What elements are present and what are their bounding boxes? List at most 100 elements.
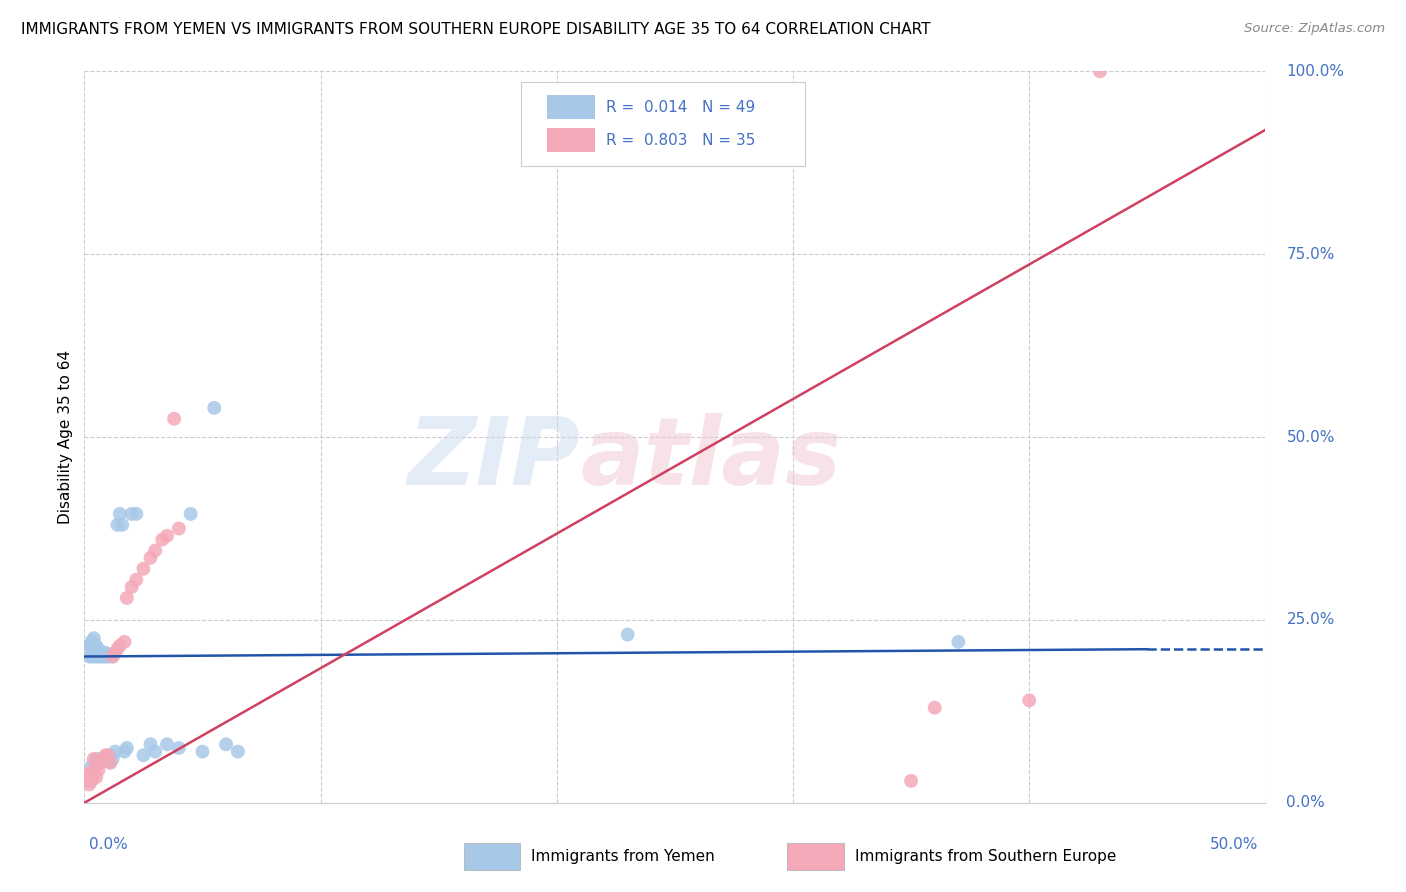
- Point: [125, 507, 148, 521]
- Text: 100.0%: 100.0%: [1286, 64, 1344, 78]
- Point: [226, 745, 249, 759]
- Point: [115, 740, 138, 755]
- Point: [104, 646, 127, 660]
- Point: [139, 550, 162, 565]
- Point: [924, 700, 946, 714]
- Point: [90, 649, 112, 664]
- Point: [80, 773, 103, 788]
- Point: [83, 752, 105, 766]
- Point: [108, 639, 131, 653]
- Point: [83, 632, 105, 646]
- Point: [150, 533, 173, 547]
- Point: [191, 745, 214, 759]
- Point: [143, 745, 166, 759]
- Point: [121, 580, 143, 594]
- Point: [91, 646, 114, 660]
- Point: [94, 748, 117, 763]
- Point: [139, 737, 162, 751]
- Point: [84, 759, 107, 773]
- Point: [80, 766, 103, 780]
- Point: [94, 646, 117, 660]
- Point: [87, 763, 110, 777]
- Point: [108, 507, 131, 521]
- Text: 75.0%: 75.0%: [1286, 247, 1334, 261]
- Y-axis label: Disability Age 35 to 64: Disability Age 35 to 64: [58, 350, 73, 524]
- Point: [163, 412, 186, 426]
- Point: [80, 635, 103, 649]
- Point: [900, 773, 922, 788]
- Point: [121, 507, 143, 521]
- Point: [90, 756, 112, 770]
- Point: [1088, 64, 1111, 78]
- Point: [101, 752, 124, 766]
- Text: 25.0%: 25.0%: [1286, 613, 1334, 627]
- Text: 0.0%: 0.0%: [89, 837, 128, 852]
- Point: [156, 529, 179, 543]
- Point: [94, 649, 117, 664]
- Point: [77, 639, 100, 653]
- Point: [101, 649, 124, 664]
- Point: [202, 401, 225, 415]
- Point: [215, 737, 238, 751]
- Text: atlas: atlas: [581, 413, 842, 505]
- Point: [87, 649, 110, 664]
- Point: [84, 770, 107, 784]
- Text: Source: ZipAtlas.com: Source: ZipAtlas.com: [1244, 22, 1385, 36]
- FancyBboxPatch shape: [547, 128, 595, 152]
- Point: [156, 737, 179, 751]
- Text: 50.0%: 50.0%: [1286, 430, 1334, 444]
- Point: [87, 642, 110, 657]
- Point: [83, 766, 105, 780]
- Point: [97, 752, 120, 766]
- Point: [115, 591, 138, 605]
- Text: ZIP: ZIP: [408, 413, 581, 505]
- FancyBboxPatch shape: [547, 95, 595, 119]
- Point: [97, 748, 120, 763]
- Point: [98, 756, 121, 770]
- Point: [80, 649, 103, 664]
- Text: Immigrants from Southern Europe: Immigrants from Southern Europe: [855, 849, 1116, 863]
- Point: [167, 740, 190, 755]
- Point: [77, 777, 100, 792]
- Text: IMMIGRANTS FROM YEMEN VS IMMIGRANTS FROM SOUTHERN EUROPE DISABILITY AGE 35 TO 64: IMMIGRANTS FROM YEMEN VS IMMIGRANTS FROM…: [21, 22, 931, 37]
- Point: [114, 745, 136, 759]
- Point: [948, 635, 970, 649]
- Point: [107, 642, 129, 657]
- Point: [80, 759, 103, 773]
- Point: [91, 649, 114, 664]
- Point: [84, 639, 107, 653]
- Point: [114, 635, 136, 649]
- Point: [77, 766, 100, 780]
- Point: [98, 756, 121, 770]
- Text: R =  0.803   N = 35: R = 0.803 N = 35: [606, 133, 756, 147]
- Text: 50.0%: 50.0%: [1211, 837, 1258, 852]
- Point: [90, 646, 112, 660]
- Point: [90, 752, 112, 766]
- Text: R =  0.014   N = 49: R = 0.014 N = 49: [606, 100, 755, 115]
- Point: [80, 639, 103, 653]
- Point: [84, 752, 107, 766]
- Point: [98, 748, 121, 763]
- Point: [77, 649, 100, 664]
- Point: [91, 752, 114, 766]
- Point: [97, 649, 120, 664]
- Point: [104, 745, 127, 759]
- Point: [111, 517, 134, 532]
- Point: [87, 756, 110, 770]
- Point: [143, 543, 166, 558]
- Point: [616, 627, 638, 641]
- Point: [167, 521, 190, 535]
- Point: [107, 517, 129, 532]
- Point: [125, 573, 148, 587]
- Point: [132, 748, 155, 763]
- FancyBboxPatch shape: [522, 82, 804, 167]
- Point: [180, 507, 202, 521]
- Point: [101, 649, 124, 664]
- Point: [84, 759, 107, 773]
- Point: [83, 642, 105, 657]
- Point: [1018, 693, 1040, 707]
- Point: [83, 649, 105, 664]
- Point: [132, 562, 155, 576]
- Text: 0.0%: 0.0%: [1286, 796, 1326, 810]
- Point: [84, 649, 107, 664]
